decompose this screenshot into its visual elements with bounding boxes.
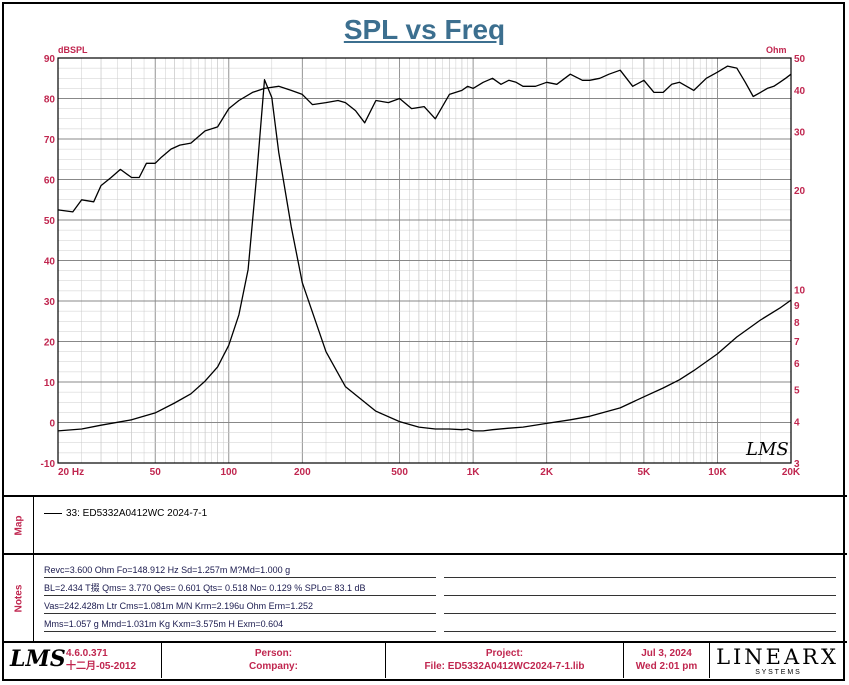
time: Wed 2:01 pm: [635, 661, 698, 672]
footer-version-cell: LMS 4.6.0.371 十二月-05-2012: [4, 643, 162, 678]
note-line-3: Vas=242.428m Ltr Cms=1.081m M/N Krm=2.19…: [44, 600, 436, 614]
legend-line: [44, 513, 62, 514]
company-label: Company:: [249, 661, 298, 672]
note-line-4: Mms=1.057 g Mmd=1.031m Kg Kxm=3.575m H E…: [44, 618, 436, 632]
y-right-tick-label: 40: [794, 86, 806, 97]
plot-border: [57, 57, 792, 464]
note-blank-line: [444, 613, 836, 614]
y-left-tick-label: 50: [44, 216, 56, 227]
y-left-tick-label: 90: [44, 54, 56, 65]
x-tick-label: 20K: [782, 467, 801, 478]
footer-person-cell: Person: Company:: [162, 643, 386, 678]
y-left-tick-label: 10: [44, 378, 56, 389]
divider: [2, 641, 847, 643]
y-right-tick-label: 20: [794, 186, 806, 197]
y-left-tick-label: 0: [49, 419, 55, 430]
footer-brand-cell: LINEARX S Y S T E M S: [710, 643, 845, 678]
build-date: 十二月-05-2012: [66, 661, 137, 672]
version: 4.6.0.371: [66, 648, 108, 659]
footer-date-cell: Jul 3, 2024 Wed 2:01 pm: [624, 643, 710, 678]
project-label: Project:: [485, 648, 524, 659]
note-blank-line: [444, 595, 836, 596]
y-left-tick-label: 80: [44, 95, 56, 106]
y-right-tick-label: 50: [794, 54, 806, 65]
y-left-tick-label: 40: [44, 257, 56, 268]
y-right-tick-label: 6: [794, 359, 800, 370]
y-right-tick-label: 7: [794, 337, 800, 348]
x-tick-label: 1K: [467, 467, 481, 478]
right-axis-label: Ohm: [766, 45, 787, 55]
person-label: Person:: [254, 648, 293, 659]
y-right-tick-label: 8: [794, 318, 800, 329]
x-tick-label: 20 Hz: [58, 467, 84, 478]
lms-watermark: LMS: [745, 439, 789, 460]
note-line-1: Revc=3.600 Ohm Fo=148.912 Hz Sd=1.257m M…: [44, 564, 436, 578]
y-left-tick-label: 20: [44, 338, 56, 349]
x-tick-label: 100: [220, 467, 237, 478]
linearx-sub: S Y S T E M S: [755, 669, 800, 676]
linearx-logo: LINEARX: [716, 645, 839, 669]
y-right-tick-label: 9: [794, 301, 800, 312]
spl-impedance-chart: 20 Hz 50 100 200 500 1K 2K 5K 10K 20K908070605040…: [41, 45, 806, 478]
chart-panel: SPL vs Freq 20 Hz 50 100 200 500 1K 2K 5K 10K 20K…: [41, 14, 806, 478]
notes-side-label: Notes: [4, 555, 34, 641]
footer-project-cell: Project: File: ED5332A0412WC2024-7-1.lib: [386, 643, 624, 678]
x-tick-label: 500: [391, 467, 408, 478]
note-line-2: BL=2.434 T掇 Qms= 3.770 Qes= 0.601 Qts= 0…: [44, 582, 436, 596]
y-right-tick-label: 10: [794, 286, 806, 297]
x-tick-label: 2K: [540, 467, 554, 478]
divider: [2, 553, 847, 555]
y-right-tick-label: 30: [794, 128, 806, 139]
axes: 20 Hz 50 100 200 500 1K 2K 5K 10K 20K908070605040…: [41, 54, 806, 478]
map-side-label: Map: [4, 497, 34, 554]
date: Jul 3, 2024: [641, 648, 692, 659]
y-left-tick-label: 70: [44, 135, 56, 146]
map-entry: 33: ED5332A0412WC 2024-7-1: [44, 508, 207, 519]
impedance-curve: [57, 79, 792, 432]
y-left-tick-label: -10: [41, 459, 56, 470]
curves: [57, 65, 792, 432]
file-label: File: ED5332A0412WC2024-7-1.lib: [424, 661, 585, 672]
x-tick-label: 10K: [708, 467, 727, 478]
left-axis-label: dBSPL: [58, 45, 88, 55]
x-tick-label: 50: [150, 467, 162, 478]
lms-logo: LMS: [10, 646, 66, 672]
y-right-tick-label: 4: [794, 418, 800, 429]
map-entry-text: 33: ED5332A0412WC 2024-7-1: [66, 508, 208, 519]
y-right-tick-label: 3: [794, 459, 800, 470]
spl-curve: [57, 65, 792, 213]
chart-title: SPL vs Freq: [343, 14, 506, 45]
note-blank-line: [444, 577, 836, 578]
x-tick-label: 200: [294, 467, 311, 478]
y-right-tick-label: 5: [794, 385, 800, 396]
y-left-tick-label: 60: [44, 176, 56, 187]
y-left-tick-label: 30: [44, 297, 56, 308]
x-tick-label: 5K: [637, 467, 651, 478]
divider: [2, 495, 847, 497]
note-blank-line: [444, 631, 836, 632]
grid: [57, 57, 792, 464]
